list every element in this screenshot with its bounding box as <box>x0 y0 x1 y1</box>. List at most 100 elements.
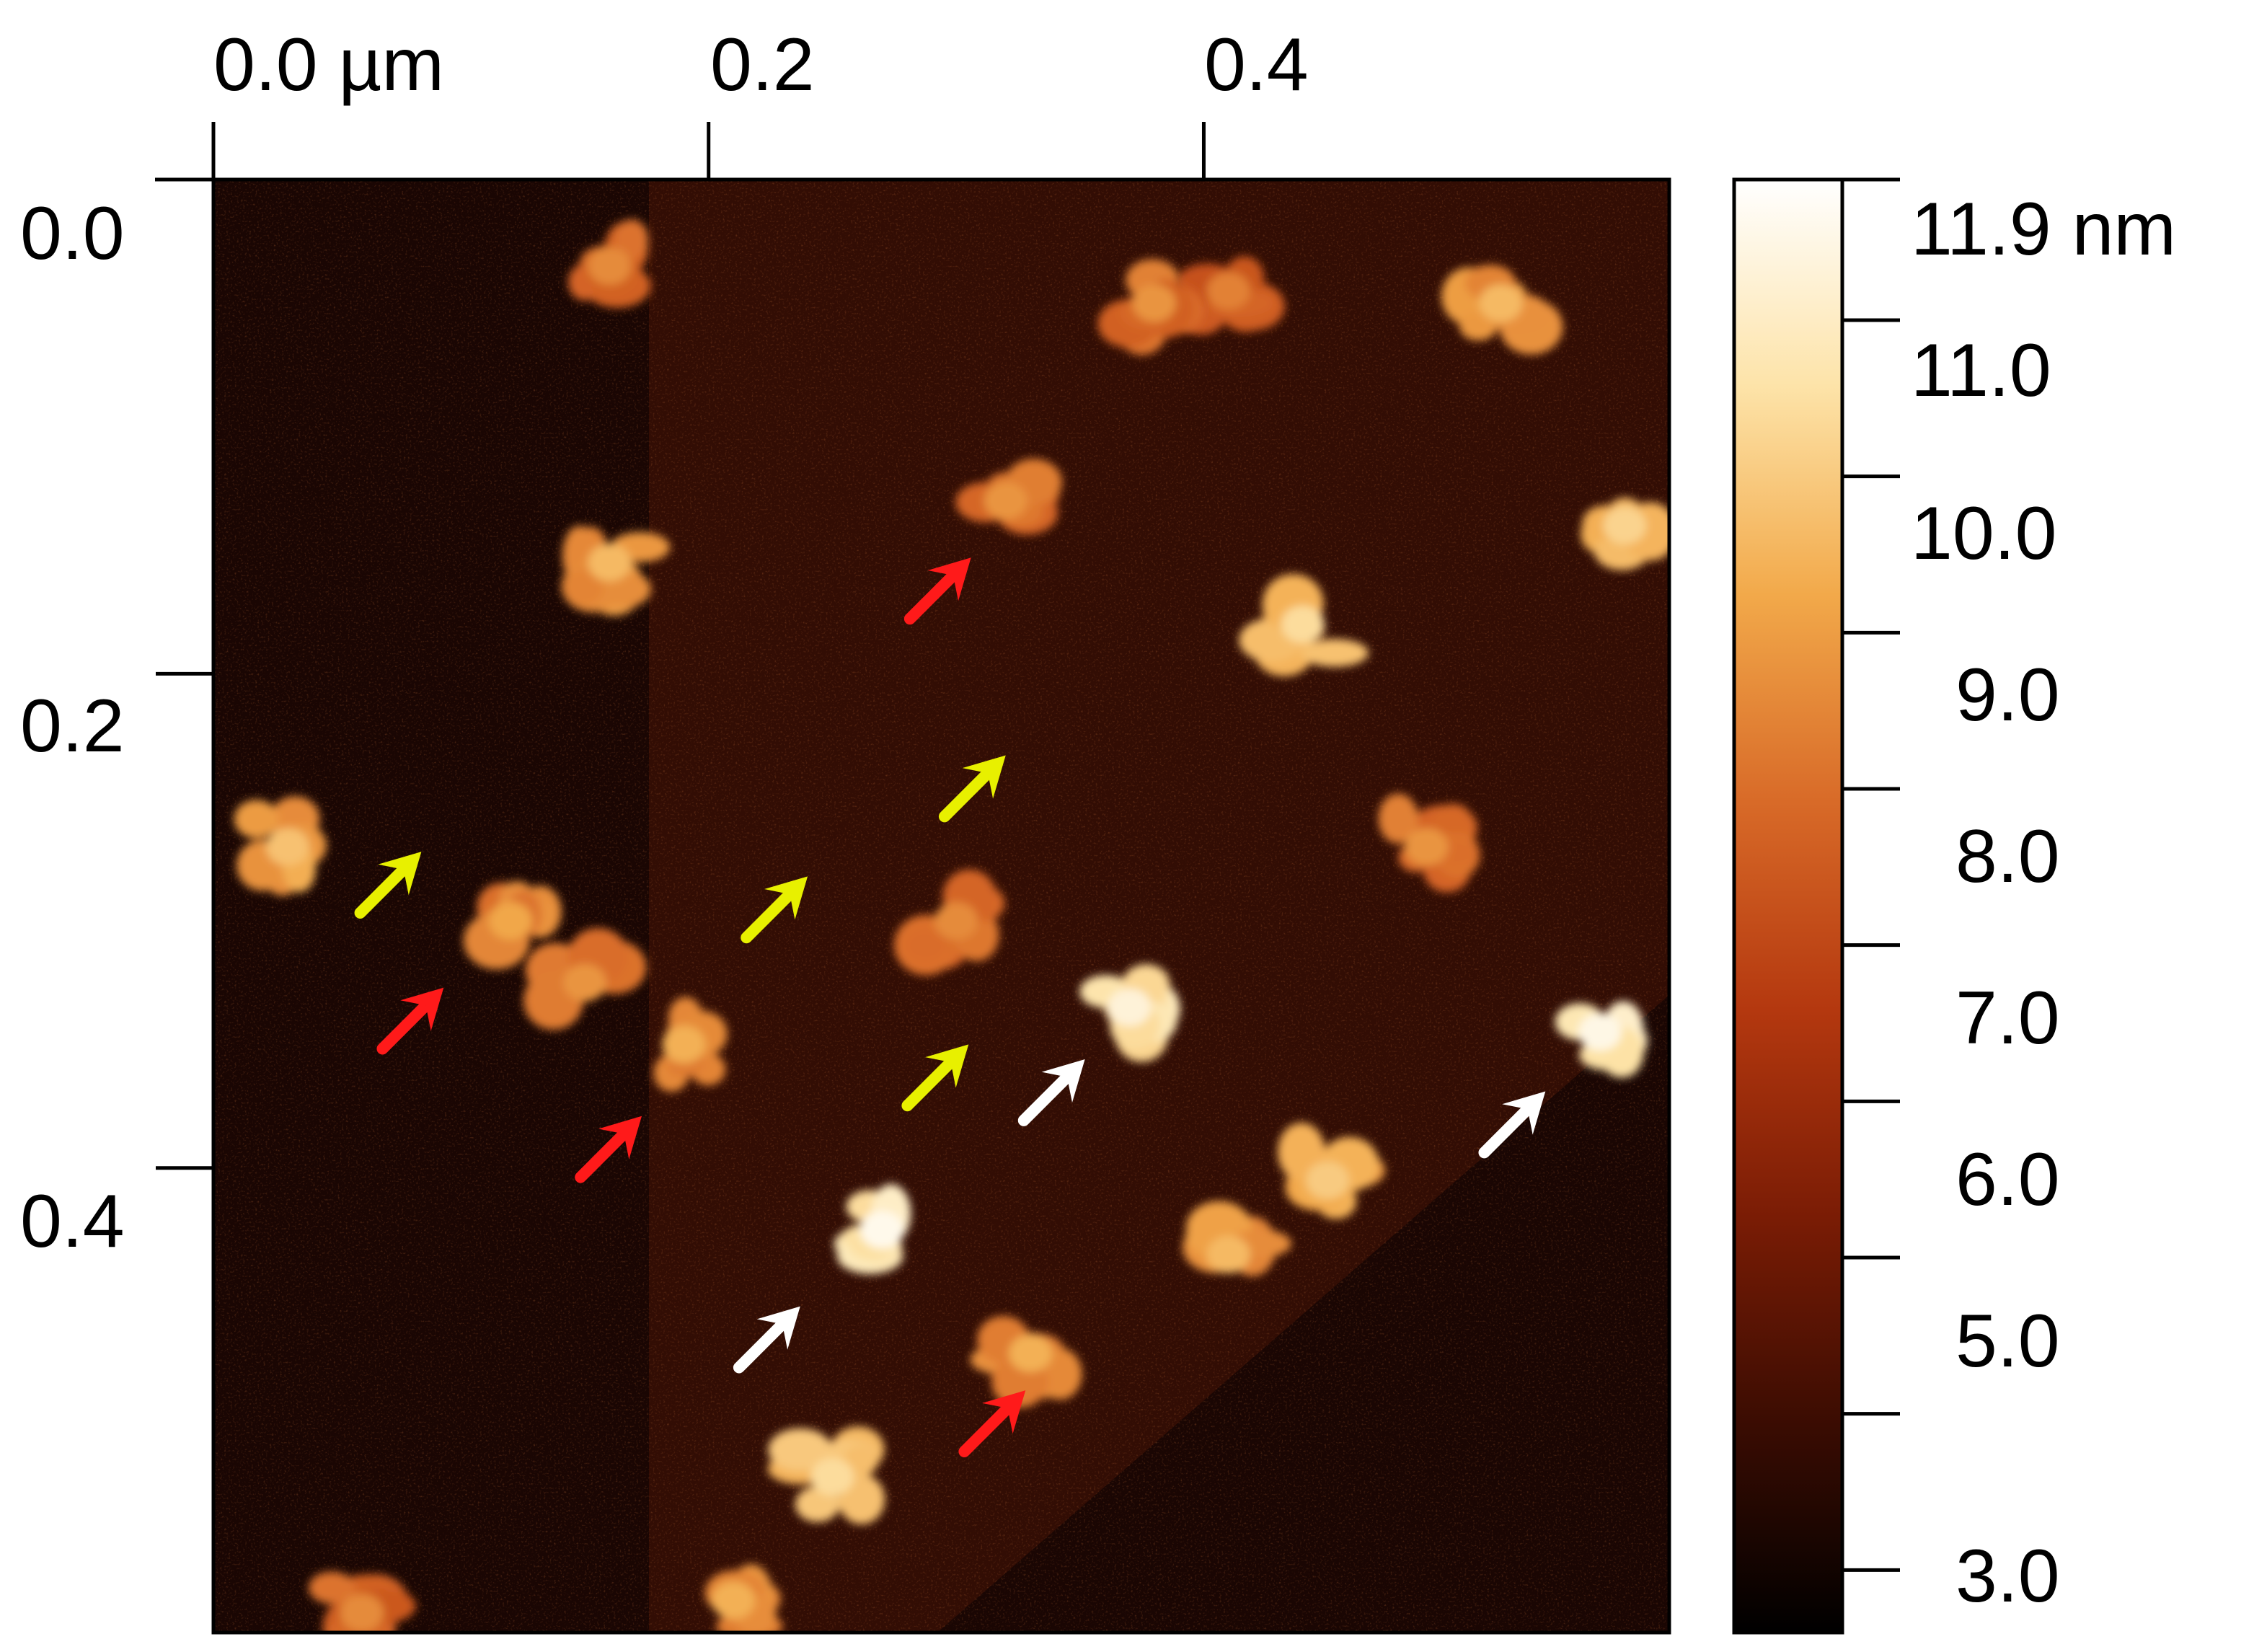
arrow-head <box>1041 1059 1085 1103</box>
arrow-head <box>927 557 971 601</box>
colorbar-label-6: 6.0 <box>1955 1138 2060 1222</box>
particle <box>234 796 327 896</box>
arrow-shaft <box>1017 1069 1076 1126</box>
arrow-shaft <box>903 567 962 625</box>
arrow-head <box>598 1116 642 1160</box>
particle-core <box>810 1458 854 1496</box>
arrow-shaft <box>1478 1100 1537 1159</box>
particle-lobe <box>905 929 946 962</box>
arrow-head <box>1502 1091 1546 1135</box>
particle-core <box>340 1594 384 1632</box>
arrow-shaft <box>575 1125 632 1183</box>
particle-lobe <box>1459 312 1498 341</box>
particle <box>561 526 671 616</box>
particles-layer <box>234 219 1669 1633</box>
particle <box>955 459 1062 535</box>
particle-lobe <box>308 1571 355 1604</box>
particle-core <box>1108 989 1152 1027</box>
particle-core <box>1281 605 1325 643</box>
arrow-head <box>925 1044 969 1088</box>
particle-core <box>489 902 533 940</box>
arrow-shaft <box>376 997 435 1055</box>
arrow-shaft <box>354 861 412 919</box>
arrow-shaft <box>901 1054 960 1112</box>
red-arrow <box>903 557 971 625</box>
colorbar-label-5: 7.0 <box>1955 976 2060 1060</box>
arrow-head <box>982 1390 1026 1434</box>
particle <box>1097 259 1204 355</box>
arrow-head <box>962 755 1006 799</box>
colorbar-label-3: 9.0 <box>1955 653 2060 737</box>
particle <box>970 1316 1082 1408</box>
particle-core <box>266 828 310 866</box>
particle <box>1581 498 1669 570</box>
particle-core <box>934 902 978 940</box>
arrow-shaft <box>733 1315 791 1374</box>
yellow-arrow <box>741 876 808 944</box>
colorbar-label-8: 3.0 <box>1955 1534 2060 1618</box>
particle-lobe <box>795 1486 840 1522</box>
colorbar-ticks <box>1842 177 1900 1572</box>
particle <box>523 928 647 1030</box>
colorbar-label-7: 5.0 <box>1955 1299 2060 1383</box>
particle <box>463 881 562 970</box>
particle-core <box>1206 1235 1250 1273</box>
particle-core <box>1603 506 1647 544</box>
arrow-head <box>756 1306 800 1350</box>
colorbar-label-2: 10.0 <box>1911 492 2057 575</box>
particle-lobe <box>1301 639 1369 667</box>
arrows-layer <box>354 557 1546 1458</box>
x-axis <box>211 122 1206 180</box>
afm-height-image <box>213 180 1669 1633</box>
arrow-shaft <box>958 1400 1017 1458</box>
particle-core <box>1132 284 1176 322</box>
yellow-arrow <box>901 1044 969 1112</box>
particle-core <box>662 1025 706 1064</box>
particle-core <box>712 1581 756 1620</box>
red-arrow <box>575 1116 642 1183</box>
yellow-arrow <box>354 852 422 919</box>
particle-lobe <box>614 219 649 260</box>
white-arrow <box>1017 1059 1085 1126</box>
red-arrow <box>376 987 444 1055</box>
colorbar-label-4: 8.0 <box>1955 815 2060 898</box>
x-tick-label-0: 0.0 µm <box>213 23 445 107</box>
particle <box>567 219 651 308</box>
particle <box>308 1571 416 1633</box>
arrow-head <box>378 852 422 896</box>
particle-core <box>1206 272 1250 310</box>
yellow-arrow <box>938 755 1006 823</box>
arrow-shaft <box>741 885 798 944</box>
y-tick-label-1: 0.2 <box>20 684 125 768</box>
particle-lobe <box>562 569 604 606</box>
particle-lobe <box>768 1428 833 1472</box>
red-arrow <box>958 1390 1026 1458</box>
particle <box>653 997 728 1092</box>
particle-core <box>984 482 1027 520</box>
particle-core <box>588 247 632 285</box>
image-noise-texture <box>213 180 1669 1633</box>
y-tick-label-2: 0.4 <box>20 1180 125 1263</box>
arrow-head <box>764 876 808 920</box>
particle-lobe <box>234 800 279 839</box>
x-tick-label-2: 0.4 <box>1204 23 1309 107</box>
particle-core <box>860 1211 904 1249</box>
particle <box>704 1564 783 1633</box>
particle-core <box>588 544 632 582</box>
x-tick-label-1: 0.2 <box>710 23 815 107</box>
particle <box>1441 265 1563 355</box>
particle <box>1555 1001 1648 1078</box>
particle <box>1278 1123 1386 1219</box>
colorbar <box>1732 177 1900 1635</box>
particle <box>1378 793 1480 893</box>
particle <box>893 869 1005 976</box>
image-frame <box>211 177 1671 1635</box>
particle-core <box>1479 284 1523 322</box>
particle <box>1239 574 1369 676</box>
particle <box>767 1426 885 1524</box>
arrow-shaft <box>938 764 996 823</box>
particle <box>1183 1201 1292 1276</box>
colorbar-fill <box>1732 177 1844 1635</box>
white-arrow <box>733 1306 800 1374</box>
y-tick-label-0: 0.0 <box>20 192 125 275</box>
